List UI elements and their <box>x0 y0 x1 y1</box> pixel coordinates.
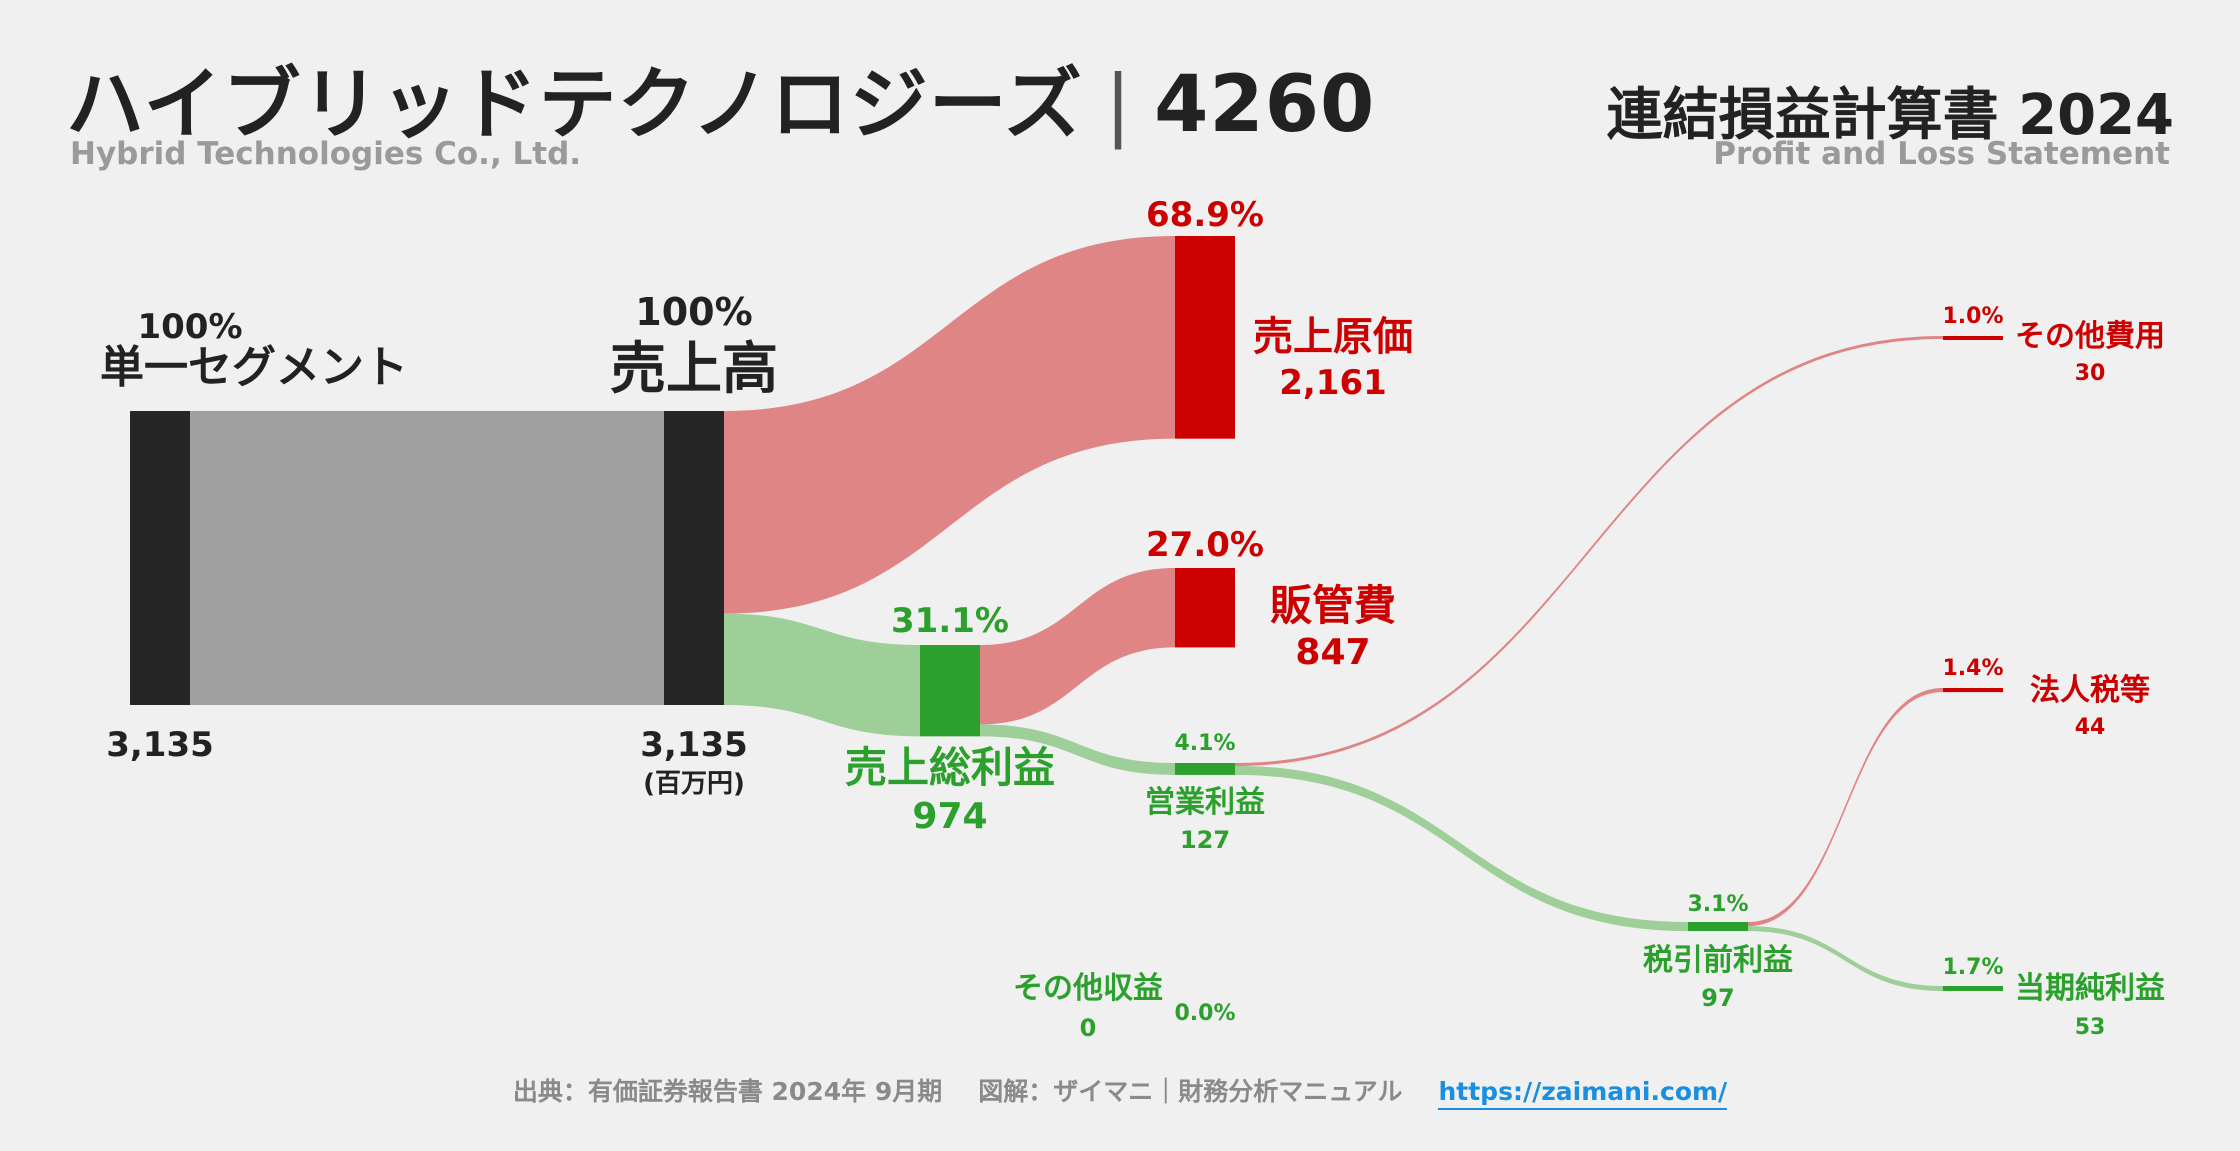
node-segment <box>130 411 190 705</box>
title-separator: | <box>1104 60 1133 150</box>
label-pct-segment: 100% <box>137 307 242 347</box>
source-text: 出典：有価証券報告書 2024年 9月期 <box>512 1077 943 1106</box>
label-name-sga: 販管費 <box>1270 581 1396 630</box>
node-sga <box>1175 568 1235 648</box>
label-value-revenue: 3,135 <box>640 725 748 765</box>
label-value-pretax: 97 <box>1701 984 1734 1012</box>
flow-op-to-pretax <box>1235 765 1688 932</box>
label-pct-pretax: 3.1% <box>1687 892 1748 917</box>
site-link[interactable]: https://zaimani.com/ <box>1438 1077 1728 1110</box>
company-name-jp: ハイブリッドテクノロジーズ <box>66 60 1083 150</box>
label-name-segment: 単一セグメント <box>100 342 408 393</box>
label-name-other-exp: その他費用 <box>2015 319 2165 354</box>
label-value-gross: 974 <box>912 796 987 837</box>
node-gross <box>920 645 980 737</box>
label-value-op: 127 <box>1180 826 1230 854</box>
node-op <box>1175 763 1235 775</box>
label-unit: (百万円) <box>643 769 745 799</box>
footer: 出典：有価証券報告書 2024年 9月期 図解：ザイマニ｜財務分析マニュアル htt… <box>0 1072 2240 1110</box>
label-pct-net: 1.7% <box>1942 955 2003 980</box>
label-pct-cogs: 68.9% <box>1146 195 1264 235</box>
label-value-tax: 44 <box>2075 715 2106 740</box>
label-value-segment: 3,135 <box>106 725 214 765</box>
label-name-pretax: 税引前利益 <box>1643 943 1793 978</box>
label-name-revenue: 売上高 <box>610 337 778 402</box>
label-name-cogs: 売上原価 <box>1253 314 1413 360</box>
label-name-tax: 法人税等 <box>2030 673 2150 708</box>
node-net <box>1943 986 2003 991</box>
label-value-cogs: 2,161 <box>1279 363 1387 403</box>
statement-title: 連結損益計算書 2024 <box>1606 83 2174 148</box>
label-value-net: 53 <box>2075 1015 2106 1040</box>
label-pct-sga: 27.0% <box>1146 525 1264 565</box>
node-tax <box>1943 688 2003 693</box>
page-title: ハイブリッドテクノロジーズ | 4260 <box>66 42 1375 154</box>
flow-gross-to-sga <box>980 568 1175 725</box>
node-pretax <box>1688 922 1748 932</box>
label-name-other-inc: その他収益 <box>1013 971 1163 1006</box>
statement-subtitle: Profit and Loss Statement <box>1713 136 2170 172</box>
node-revenue <box>664 411 724 705</box>
label-pct-op: 4.1% <box>1174 731 1235 756</box>
flow-pretax-to-tax <box>1748 688 1943 927</box>
label-name-net: 当期純利益 <box>2015 971 2165 1006</box>
flow-op-to-other_exp <box>1235 336 1943 766</box>
label-pct-other-exp: 1.0% <box>1942 304 2003 329</box>
label-pct-other-inc: 0.0% <box>1174 1001 1235 1026</box>
label-name-gross: 売上総利益 <box>845 743 1055 792</box>
ticker-code: 4260 <box>1154 60 1376 150</box>
flow-revenue-to-cogs <box>724 236 1175 614</box>
label-pct-gross: 31.1% <box>891 601 1009 641</box>
credit-text: 図解：ザイマニ｜財務分析マニュアル <box>978 1077 1403 1106</box>
flow-pretax-to-net <box>1748 926 1943 991</box>
company-name-en: Hybrid Technologies Co., Ltd. <box>70 136 582 172</box>
label-value-other-inc: 0 <box>1080 1014 1097 1042</box>
label-value-sga: 847 <box>1295 632 1370 673</box>
label-name-op: 営業利益 <box>1145 785 1265 820</box>
node-other_exp <box>1943 336 2003 340</box>
label-pct-tax: 1.4% <box>1942 656 2003 681</box>
label-pct-revenue: 100% <box>635 290 752 334</box>
flow-revenue-to-gross <box>724 613 920 737</box>
flow-gross-to-op <box>980 724 1175 775</box>
node-cogs <box>1175 236 1235 439</box>
flow-segment-to-revenue <box>190 411 664 705</box>
label-value-other-exp: 30 <box>2075 361 2106 386</box>
